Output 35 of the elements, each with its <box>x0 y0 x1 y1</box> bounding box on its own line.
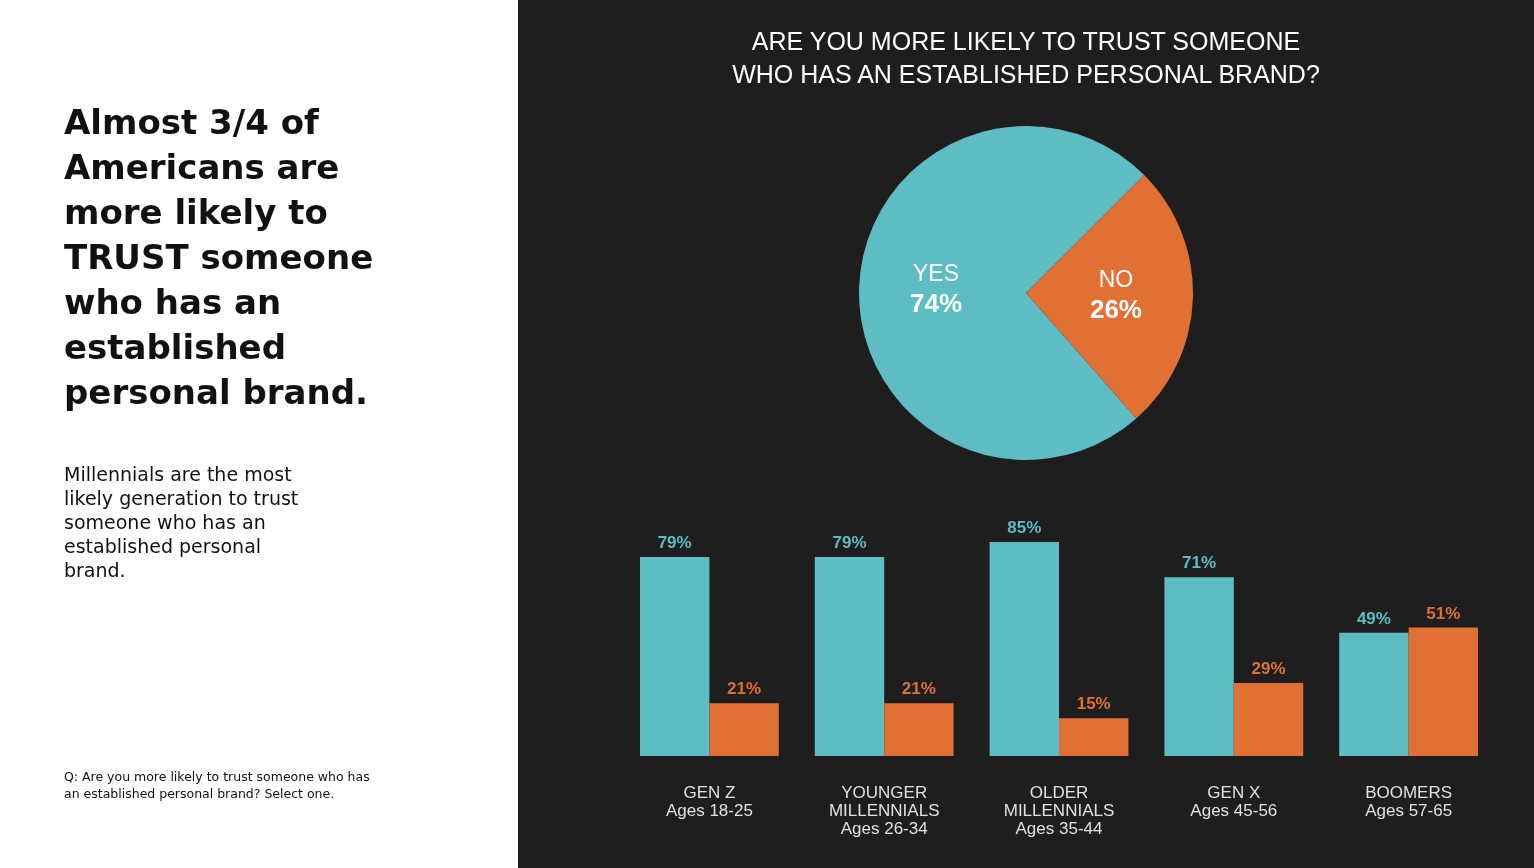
data-label: 79% <box>832 533 867 553</box>
bar <box>1059 718 1129 756</box>
data-label: 71% <box>1182 553 1217 573</box>
chart-title: ARE YOU MORE LIKELY TO TRUST SOMEONE WHO HAS AN ESTABLISHED PERSONAL BRAND? <box>732 27 1320 88</box>
data-label: 26% <box>1089 293 1142 324</box>
data-label: 85% <box>1007 518 1042 537</box>
text: Almost 3/4 of Americans are more likely to TRUST someone who has an established personal brand. <box>64 101 374 414</box>
x-tick-label: YOUNGER MILLENNIALS Ages 26-34 <box>828 782 940 838</box>
bar <box>884 703 954 756</box>
x-tick-label: GEN X Ages 45-56 <box>1190 782 1278 820</box>
pie-slice <box>1026 175 1193 419</box>
x-tick-label: BOOMERS Ages 57-65 <box>1365 782 1453 820</box>
data-label: 15% <box>1076 694 1111 714</box>
slice-label: NO <box>1098 265 1134 292</box>
slice-label: YES <box>913 260 960 287</box>
data-label: 74% <box>910 288 963 319</box>
bar <box>1408 627 1479 756</box>
text: Millennials are the most likely generation to trust someone who has an established personal brand. <box>64 462 300 582</box>
text: Q: Are you more likely to trust someone who has an established personal brand? Select one. <box>64 768 371 802</box>
bar <box>1233 682 1304 756</box>
x-tick-label: GEN Z Ages 18-25 <box>665 782 753 820</box>
bar <box>709 703 779 756</box>
bar <box>1164 577 1234 756</box>
data-label: 51% <box>1426 603 1461 623</box>
bar <box>814 557 885 756</box>
data-label: 21% <box>727 679 762 699</box>
pie-slice <box>859 126 1145 460</box>
x-tick-label: OLDER MILLENNIALS Ages 35-44 <box>1003 782 1115 838</box>
data-label: 79% <box>657 533 692 553</box>
data-label: 21% <box>901 679 936 699</box>
bar <box>989 542 1059 756</box>
bar <box>1339 632 1409 756</box>
data-label: 49% <box>1356 608 1391 628</box>
data-label: 29% <box>1251 658 1286 678</box>
bar <box>639 557 710 756</box>
